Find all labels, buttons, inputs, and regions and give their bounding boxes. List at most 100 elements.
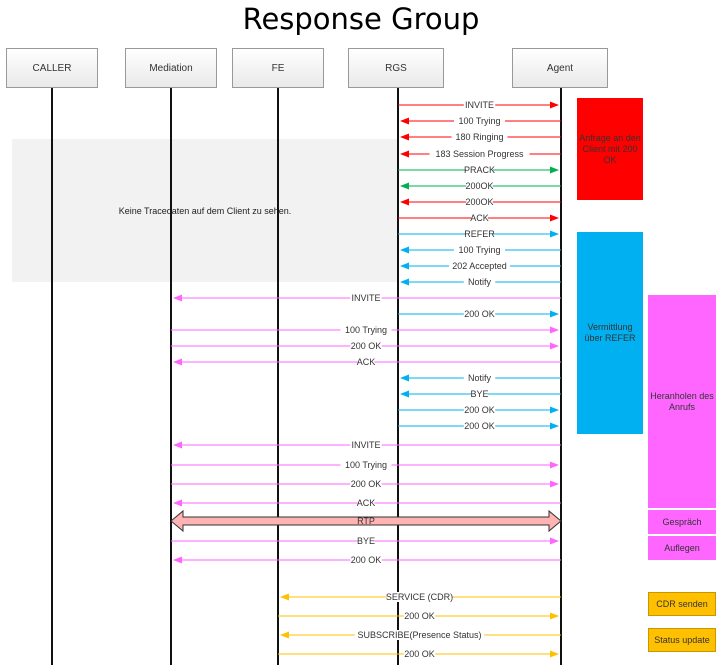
message-arrowhead xyxy=(400,133,409,141)
message-arrowhead xyxy=(550,342,559,350)
message-arrowhead xyxy=(550,406,559,414)
message-arrowhead xyxy=(400,390,409,398)
message-10: 100 Trying xyxy=(400,245,561,255)
message-label-bg xyxy=(357,498,375,508)
message-label: 200OK xyxy=(465,181,493,191)
message-arrowhead xyxy=(550,461,559,469)
message-label: 100 Trying xyxy=(458,245,500,255)
message-arrowhead xyxy=(400,278,409,286)
message-arrowhead xyxy=(550,480,559,488)
message-label-bg xyxy=(463,373,496,383)
note-heranholen: Heranholen des Anrufs xyxy=(648,295,716,508)
diagram-title: Response Group xyxy=(242,2,480,36)
message-label: RTP xyxy=(357,516,375,526)
message-label-bg xyxy=(466,165,493,175)
message-label-bg xyxy=(463,100,496,110)
message-arrowhead xyxy=(173,556,182,564)
message-label: 200 OK xyxy=(464,421,495,431)
message-1: INVITE xyxy=(398,100,559,110)
message-31: SUBSCRIBE(Presence Status) xyxy=(280,630,561,640)
message-label: 100 Trying xyxy=(345,325,387,335)
participant-mediation: Mediation xyxy=(125,48,217,88)
message-9: REFER xyxy=(398,229,559,239)
message-label: PRACK xyxy=(464,165,495,175)
message-arrowhead xyxy=(550,310,559,318)
message-label-bg xyxy=(354,630,485,640)
message-arrowhead xyxy=(550,422,559,430)
message-arrowhead xyxy=(400,117,409,125)
message-label: REFER xyxy=(464,229,495,239)
no-trace-area: Keine Tracedaten auf dem Client zu sehen… xyxy=(12,139,398,282)
message-label: BYE xyxy=(357,536,375,546)
message-label-bg xyxy=(466,197,493,207)
message-arrowhead xyxy=(550,166,559,174)
message-label: 200 OK xyxy=(351,479,382,489)
message-label: 200 OK xyxy=(464,309,495,319)
message-29: SERVICE (CDR) xyxy=(280,592,561,602)
message-15: 100 Trying xyxy=(171,325,559,335)
message-arrowhead xyxy=(550,612,559,620)
message-21: 200 OK xyxy=(398,421,559,431)
message-label: 180 Ringing xyxy=(455,132,503,142)
message-arrowhead xyxy=(173,358,182,366)
message-label: BYE xyxy=(470,389,488,399)
message-label-bg xyxy=(350,555,382,565)
message-20: 200 OK xyxy=(398,405,559,415)
message-label: ACK xyxy=(470,213,489,223)
message-17: ACK xyxy=(173,357,561,367)
message-label: 200 OK xyxy=(464,405,495,415)
message-arrowhead xyxy=(550,537,559,545)
message-arrowhead xyxy=(173,499,182,507)
message-label: Notify xyxy=(468,373,492,383)
message-24: 200 OK xyxy=(171,479,559,489)
message-32: 200 OK xyxy=(278,649,559,659)
note-cdr-senden: CDR senden xyxy=(648,592,716,616)
message-label-bg xyxy=(350,440,382,450)
message-4: 183 Session Progress xyxy=(400,149,561,159)
message-30: 200 OK xyxy=(278,611,559,621)
message-26: RTP xyxy=(170,509,562,533)
message-arrowhead xyxy=(400,262,409,270)
message-6: 200OK xyxy=(400,181,561,191)
message-arrowhead xyxy=(173,441,182,449)
participant-rgs: RGS xyxy=(348,48,444,88)
message-arrowhead xyxy=(400,198,409,206)
message-label: 200 OK xyxy=(404,649,435,659)
note-anfrage: Anfrage an den Client mit 200 OK xyxy=(577,98,643,200)
note-status-update: Status update xyxy=(648,628,716,652)
participant-caller: CALLER xyxy=(6,48,98,88)
message-label-bg xyxy=(350,293,382,303)
message-19: BYE xyxy=(400,389,561,399)
message-8: ACK xyxy=(398,213,559,223)
message-label: INVITE xyxy=(351,293,380,303)
message-7: 200OK xyxy=(400,197,561,207)
message-label-bg xyxy=(429,149,530,159)
message-label-bg xyxy=(340,460,392,470)
message-23: 100 Trying xyxy=(171,460,559,470)
message-label: SUBSCRIBE(Presence Status) xyxy=(357,630,481,640)
message-arrowhead xyxy=(550,650,559,658)
message-arrowhead xyxy=(400,182,409,190)
message-label-bg xyxy=(403,649,436,659)
message-label: SERVICE (CDR) xyxy=(386,592,453,602)
message-12: Notify xyxy=(400,277,561,287)
note-gespraech: Gespräch xyxy=(648,510,716,534)
message-label: 200OK xyxy=(465,197,493,207)
message-label: 200 OK xyxy=(404,611,435,621)
message-arrowhead xyxy=(550,326,559,334)
message-16: 200 OK xyxy=(171,341,559,351)
message-label-bg xyxy=(451,132,508,142)
message-label: 183 Session Progress xyxy=(435,149,524,159)
participant-agent: Agent xyxy=(512,48,608,88)
message-13: INVITE xyxy=(173,293,561,303)
message-label: 100 Trying xyxy=(458,116,500,126)
message-label: ACK xyxy=(357,498,376,508)
message-arrowhead xyxy=(280,631,289,639)
message-label-bg xyxy=(403,611,436,621)
message-label-bg xyxy=(463,309,496,319)
message-arrowhead xyxy=(400,246,409,254)
message-14: 200 OK xyxy=(398,309,559,319)
message-25: ACK xyxy=(173,498,561,508)
message-label-bg xyxy=(463,277,496,287)
